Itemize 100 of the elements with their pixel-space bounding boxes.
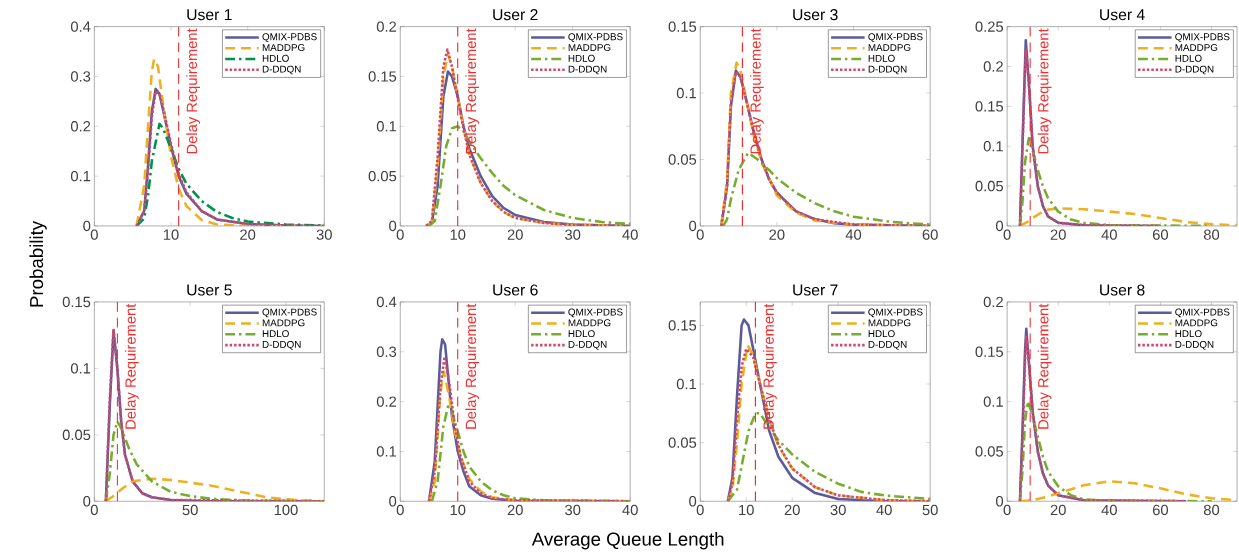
x-tick-label: 20	[1050, 229, 1066, 240]
ref-line-label: Delay Requirement	[1037, 28, 1052, 154]
y-tick-label: 0.2	[376, 396, 397, 407]
y-tick-label: 0.05	[975, 445, 1004, 457]
y-axis-title: Probability	[29, 220, 47, 307]
legend-label: HDLO	[868, 329, 895, 337]
y-tick-label: 0.15	[975, 346, 1004, 357]
legend-label: QMIX-PDBS	[868, 308, 923, 318]
chart-title: User 5	[187, 284, 232, 296]
legend-label: MADDPG	[868, 319, 911, 327]
y-tick-label: 0.15	[668, 319, 697, 331]
x-tick-label: 40	[1101, 229, 1117, 240]
legend-label: HDLO	[568, 329, 595, 337]
x-tick-label: 40	[1101, 504, 1117, 515]
y-tick-label: 0.1	[983, 396, 1003, 407]
x-tick-label: 10	[163, 229, 179, 240]
legend-label: MADDPG	[1175, 43, 1218, 51]
legend-label: QMIX-PDBS	[868, 33, 923, 42]
x-tick-label: 0	[696, 229, 704, 240]
x-tick-label: 10	[450, 229, 466, 240]
x-tick-label: 10	[450, 504, 466, 515]
y-tick-label: 0.2	[983, 296, 1003, 307]
y-tick-label: 0.1	[70, 170, 91, 182]
y-tick-label: 0.3	[70, 71, 91, 82]
ref-line-label: Delay Requirement	[1037, 303, 1052, 429]
y-tick-label: 0.4	[376, 296, 397, 307]
ref-line-label: Delay Requirement	[749, 28, 764, 154]
ref-line-label: Delay Requirement	[186, 28, 200, 154]
y-tick-label: 0.4	[70, 21, 91, 32]
ref-line-label: Delay Requirement	[763, 303, 777, 429]
x-tick-label: 40	[622, 504, 638, 515]
y-tick-label: 0.2	[376, 21, 397, 32]
y-tick-label: 0	[83, 220, 91, 231]
legend-label: D-DDQN	[262, 65, 301, 75]
y-tick-label: 0	[83, 495, 91, 507]
x-tick-label: 40	[845, 229, 862, 240]
legend-label: MADDPG	[868, 43, 911, 51]
legend-label: QMIX-PDBS	[568, 33, 623, 42]
x-tick-label: 0	[696, 504, 704, 515]
y-tick-label: 0	[996, 220, 1004, 231]
legend-label: MADDPG	[262, 43, 305, 51]
y-tick-label: 0.2	[983, 61, 1003, 72]
y-tick-label: 0.15	[668, 21, 697, 32]
y-tick-label: 0.15	[62, 296, 91, 307]
x-tick-label: 50	[182, 504, 198, 515]
y-tick-label: 0.05	[368, 170, 397, 182]
chart-title: User 2	[493, 8, 538, 20]
x-tick-label: 60	[922, 229, 938, 240]
y-tick-label: 0	[389, 220, 397, 231]
legend-label: QMIX-PDBS	[1175, 308, 1230, 318]
ref-line-label: Delay Requirement	[465, 303, 480, 429]
legend-label: HDLO	[868, 54, 895, 62]
x-tick-label: 20	[769, 229, 785, 240]
y-tick-label: 0	[996, 495, 1004, 507]
y-tick-label: 0.1	[70, 362, 91, 374]
legend-label: HDLO	[262, 329, 289, 337]
x-tick-label: 30	[565, 504, 581, 515]
x-tick-label: 0	[1003, 229, 1011, 240]
x-tick-label: 0	[1003, 504, 1011, 515]
legend-label: D-DDQN	[262, 340, 301, 350]
x-tick-label: 40	[622, 229, 638, 240]
legend-label: D-DDQN	[1175, 65, 1214, 75]
x-tick-label: 100	[274, 504, 298, 515]
ref-line-label: Delay Requirement	[124, 303, 139, 429]
legend-label: HDLO	[262, 54, 289, 62]
x-tick-label: 0	[90, 229, 98, 240]
y-tick-label: 0.15	[975, 100, 1004, 112]
y-tick-label: 0	[689, 495, 697, 507]
x-axis-title: Average Queue Length	[531, 531, 724, 550]
x-tick-label: 60	[1152, 504, 1169, 515]
legend-label: QMIX-PDBS	[1175, 33, 1230, 42]
x-tick-label: 30	[830, 504, 846, 515]
legend-label: HDLO	[1175, 329, 1202, 337]
chart-title: User 4	[1100, 9, 1145, 20]
y-tick-label: 0.2	[70, 120, 91, 132]
legend-label: QMIX-PDBS	[262, 33, 317, 42]
legend-label: D-DDQN	[568, 340, 607, 350]
chart-title: User 7	[793, 284, 838, 296]
y-tick-label: 0.05	[975, 180, 1004, 192]
x-tick-label: 0	[396, 229, 404, 240]
x-tick-label: 20	[507, 229, 523, 240]
legend-label: QMIX-PDBS	[262, 308, 317, 318]
y-tick-label: 0.05	[62, 429, 91, 440]
y-tick-label: 0	[389, 495, 397, 507]
legend-label: HDLO	[568, 54, 595, 62]
x-tick-label: 20	[784, 504, 800, 515]
y-tick-label: 0.3	[376, 346, 397, 357]
x-tick-label: 20	[507, 504, 523, 515]
x-tick-label: 30	[565, 229, 581, 240]
legend-label: D-DDQN	[868, 65, 907, 75]
chart-title: User 1	[187, 9, 232, 20]
y-tick-label: 0.1	[376, 445, 397, 457]
legend-label: HDLO	[1175, 54, 1202, 62]
legend-label: D-DDQN	[868, 340, 907, 350]
chart-title: User 8	[1100, 284, 1145, 296]
x-tick-label: 60	[1152, 229, 1169, 240]
y-tick-label: 0.1	[983, 140, 1003, 152]
ref-line-label: Delay Requirement	[465, 28, 480, 154]
legend-label: D-DDQN	[1175, 340, 1214, 350]
x-tick-label: 30	[316, 229, 332, 240]
